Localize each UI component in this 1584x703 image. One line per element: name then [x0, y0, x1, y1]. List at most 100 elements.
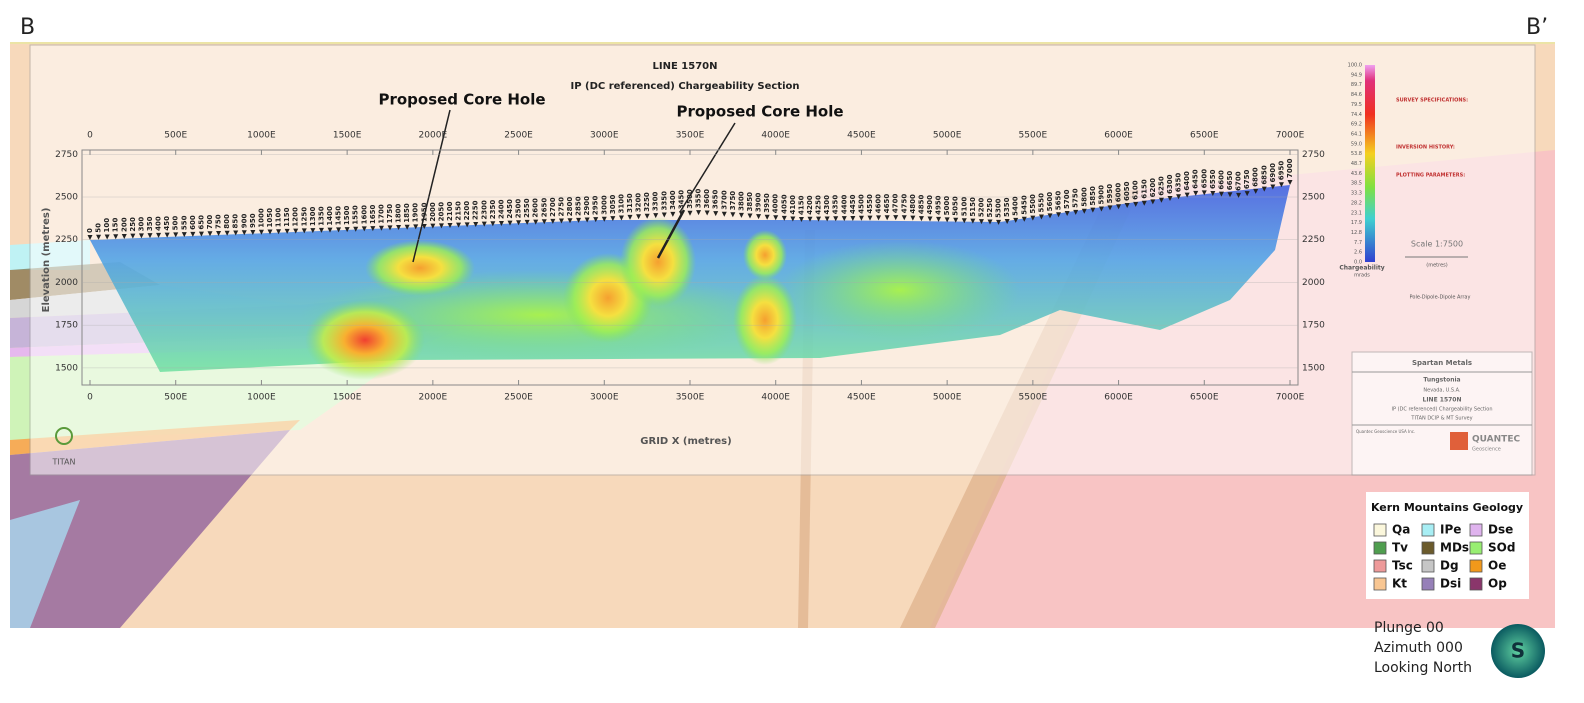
legend-label: Kt — [1392, 577, 1407, 591]
station-marker — [833, 216, 839, 222]
station-marker — [936, 216, 942, 222]
station-marker — [1047, 213, 1053, 219]
station-marker — [807, 216, 813, 222]
x-tick-label: 0 — [87, 393, 93, 403]
station-label: 6050 — [1123, 181, 1131, 201]
station-label: 4100 — [789, 195, 797, 215]
station-marker — [216, 231, 222, 237]
x-tick-label: 3500E — [676, 131, 705, 141]
station-label: 3050 — [609, 194, 617, 214]
station-label: 2500 — [515, 199, 523, 219]
station-label: 4800 — [909, 194, 917, 214]
station-marker — [87, 235, 93, 240]
legend-swatch — [1373, 523, 1387, 537]
station-label: 2450 — [506, 199, 514, 219]
station-marker — [987, 219, 993, 225]
x-tick-label: 3500E — [676, 393, 705, 403]
x-tick-label: 5000E — [933, 393, 962, 403]
station-marker — [301, 228, 307, 234]
station-label: 5750 — [1072, 188, 1080, 208]
station-label: 800 — [223, 214, 231, 229]
station-label: 4850 — [917, 194, 925, 214]
quantec-logo: QUANTEC — [1472, 435, 1520, 445]
y-tick-label: 1500 — [55, 363, 78, 373]
station-marker — [250, 229, 256, 235]
x-tick-label: 3000E — [590, 393, 619, 403]
station-label: 4200 — [806, 195, 814, 215]
company: Spartan Metals — [1412, 359, 1472, 367]
station-marker — [661, 212, 667, 218]
colorbar-label: 84.6 — [1351, 92, 1362, 98]
legend-swatch — [1421, 523, 1435, 537]
station-label: 6300 — [1166, 174, 1174, 194]
station-label: 5100 — [960, 197, 968, 217]
station-label: 4900 — [926, 195, 934, 215]
station-marker — [413, 224, 419, 230]
station-label: 3150 — [626, 193, 634, 213]
station-marker — [241, 230, 247, 236]
y-tick-label: 2750 — [1302, 150, 1325, 160]
legend-title: Kern Mountains Geology — [1371, 501, 1523, 514]
station-marker — [276, 229, 282, 235]
station-marker — [764, 214, 770, 220]
station-label: 4000 — [772, 194, 780, 214]
station-label: 4300 — [823, 195, 831, 215]
station-label: 1350 — [317, 206, 325, 226]
station-marker — [944, 217, 950, 223]
station-label: 5050 — [952, 196, 960, 216]
station-marker — [678, 211, 684, 217]
station-label: 1300 — [309, 207, 317, 227]
station-label: 6500 — [1200, 169, 1208, 189]
station-marker — [233, 230, 239, 236]
array-label: Pole-Dipole-Dipole Array — [1410, 295, 1471, 301]
contractor: Quantec Geoscience USA Inc. — [1356, 429, 1415, 434]
station-label: 700 — [206, 215, 214, 230]
colorbar-label: 48.7 — [1351, 161, 1362, 167]
station-marker — [1064, 211, 1070, 217]
station-label: 6150 — [1140, 179, 1148, 199]
station-label: 6650 — [1226, 171, 1234, 191]
legend-swatch — [1373, 559, 1387, 573]
station-label: 200 — [120, 217, 128, 232]
view-line: Azimuth 000 — [1374, 640, 1463, 656]
station-marker — [781, 215, 787, 221]
x-tick-label: 2000E — [419, 131, 448, 141]
station-marker — [1056, 212, 1062, 218]
station-label: 4350 — [832, 195, 840, 215]
station-marker — [841, 216, 847, 222]
station-label: 3400 — [669, 190, 677, 210]
station-label: 3250 — [643, 192, 651, 212]
station-marker — [404, 224, 410, 230]
x-tick-label: 3000E — [590, 131, 619, 141]
legend-swatch — [1421, 541, 1435, 555]
station-label: 1000 — [257, 208, 265, 228]
station-marker — [138, 233, 144, 239]
station-marker — [190, 231, 196, 237]
x-axis-label: GRID X (metres) — [640, 436, 731, 447]
x-tick-label: 6500E — [1190, 131, 1219, 141]
station-marker — [1021, 216, 1027, 222]
station-label: 3700 — [720, 190, 728, 210]
station-label: 4450 — [849, 194, 857, 214]
station-marker — [970, 218, 976, 224]
station-marker — [130, 233, 136, 239]
station-marker — [1176, 194, 1182, 200]
colorbar-label: 38.5 — [1351, 181, 1362, 187]
colorbar-label: 53.8 — [1351, 151, 1362, 157]
station-marker — [1193, 190, 1199, 196]
station-marker — [541, 219, 547, 225]
station-marker — [344, 227, 350, 233]
legend-label: Oe — [1488, 559, 1506, 573]
station-label: 5850 — [1089, 186, 1097, 206]
station-label: 5450 — [1020, 195, 1028, 215]
x-tick-label: 500E — [164, 393, 187, 403]
station-marker — [593, 217, 599, 223]
station-marker — [996, 219, 1002, 225]
arrow — [412, 109, 451, 263]
station-label: 5350 — [1003, 197, 1011, 217]
legend-label: Tv — [1392, 541, 1408, 555]
station-label: 1500 — [343, 205, 351, 225]
legend-swatch — [1373, 541, 1387, 555]
station-label: 3550 — [695, 188, 703, 208]
